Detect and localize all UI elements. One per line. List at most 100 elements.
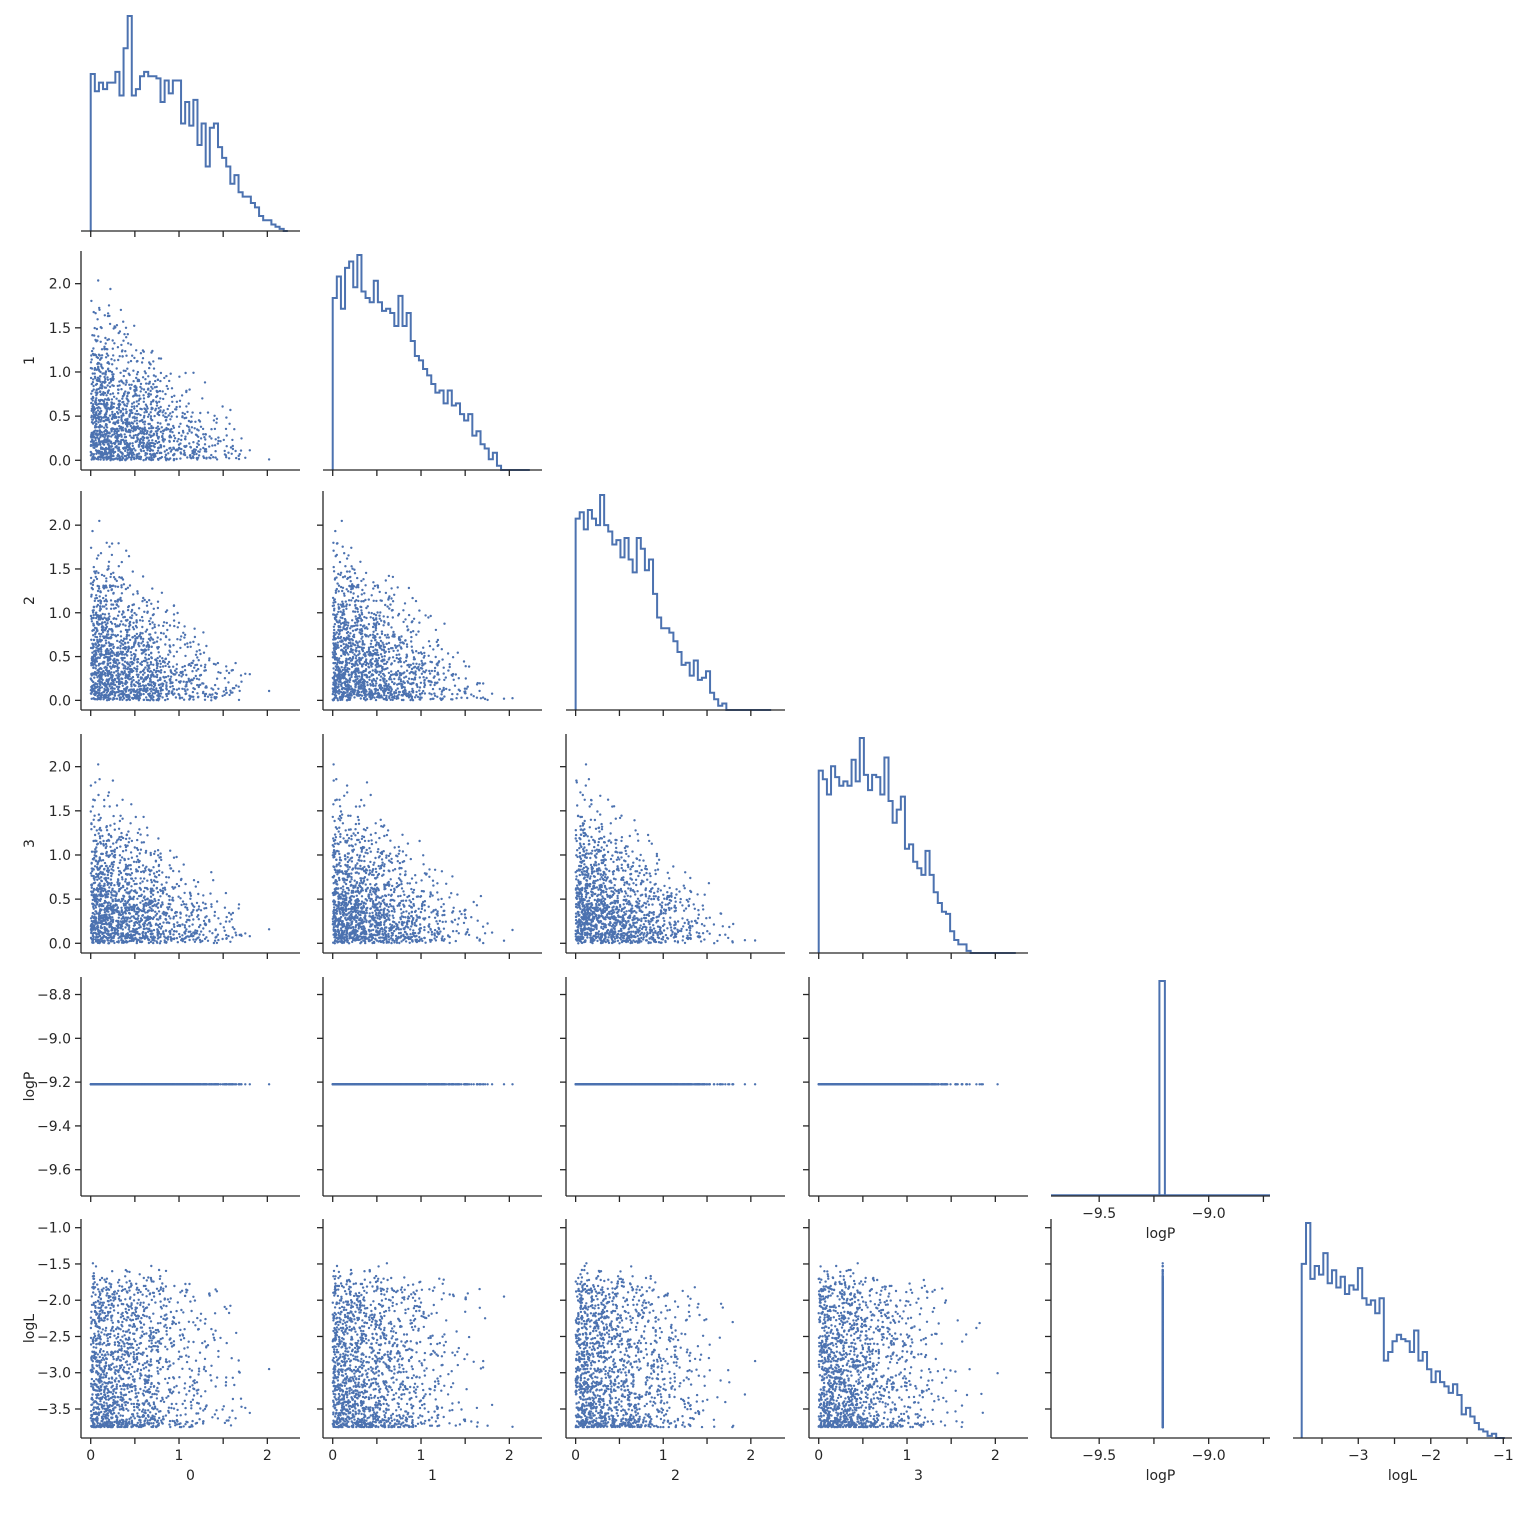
point: [103, 613, 107, 616]
point: [225, 445, 228, 448]
point: [395, 671, 398, 674]
point: [351, 619, 354, 622]
point: [365, 674, 368, 677]
point: [190, 415, 193, 418]
point: [163, 679, 166, 683]
point: [147, 674, 150, 677]
point: [115, 407, 119, 410]
point: [341, 602, 345, 605]
point: [151, 453, 155, 456]
point: [181, 687, 184, 690]
point: [123, 333, 126, 336]
point: [93, 446, 96, 450]
point: [343, 628, 347, 631]
point: [172, 439, 176, 443]
point: [355, 640, 358, 643]
point: [227, 681, 230, 684]
point: [166, 692, 170, 695]
point: [380, 630, 384, 633]
point: [107, 612, 111, 615]
point: [188, 388, 191, 391]
point: [150, 400, 153, 404]
point: [396, 649, 399, 652]
point: [396, 687, 399, 690]
point: [434, 628, 438, 632]
point: [128, 675, 131, 678]
point: [343, 652, 346, 656]
point: [118, 384, 121, 387]
point: [343, 594, 346, 597]
point: [198, 674, 202, 677]
point: [159, 405, 162, 409]
point: [379, 639, 383, 643]
point: [134, 637, 137, 640]
point: [400, 665, 403, 668]
point: [387, 647, 390, 651]
point: [105, 580, 108, 583]
point: [185, 680, 188, 684]
point: [109, 651, 112, 654]
point: [110, 379, 113, 382]
point: [104, 603, 108, 606]
point: [146, 445, 150, 449]
point: [103, 436, 106, 439]
point: [140, 432, 144, 435]
point: [110, 622, 114, 625]
point: [351, 596, 355, 600]
point: [138, 852, 141, 855]
point: [142, 394, 145, 397]
point: [162, 445, 166, 448]
point: [101, 372, 104, 375]
point: [103, 404, 106, 407]
point: [182, 449, 186, 452]
point: [97, 664, 100, 667]
point: [203, 693, 207, 696]
point: [335, 620, 339, 623]
point: [91, 684, 94, 688]
point: [456, 693, 459, 696]
point: [94, 429, 97, 432]
point: [149, 670, 152, 673]
point: [502, 697, 506, 700]
point: [129, 657, 133, 660]
point: [359, 678, 363, 681]
point: [92, 687, 96, 690]
point: [457, 677, 460, 680]
point: [123, 454, 126, 458]
point: [157, 407, 160, 410]
point: [92, 616, 95, 620]
point: [96, 429, 99, 433]
point: [98, 632, 101, 635]
point: [339, 573, 342, 577]
point: [377, 673, 381, 676]
point: [148, 456, 151, 459]
point: [360, 675, 364, 678]
point: [382, 649, 386, 652]
point: [126, 391, 130, 394]
point: [95, 691, 99, 695]
point: [172, 613, 176, 616]
point: [203, 381, 207, 384]
point: [172, 604, 176, 608]
point: [180, 438, 183, 442]
point: [161, 390, 164, 393]
point: [137, 402, 140, 406]
point: [164, 657, 167, 661]
point: [451, 672, 455, 676]
point: [228, 693, 231, 697]
point: [98, 431, 102, 435]
point: [164, 392, 167, 396]
point: [341, 660, 344, 664]
point: [210, 699, 213, 702]
point: [352, 633, 356, 636]
point: [363, 592, 366, 595]
point: [162, 397, 165, 401]
point: [98, 697, 101, 701]
point: [136, 658, 139, 661]
point: [99, 635, 102, 638]
point: [111, 427, 115, 430]
point: [109, 407, 113, 410]
point: [107, 361, 110, 364]
point: [147, 653, 151, 657]
point: [197, 435, 200, 438]
